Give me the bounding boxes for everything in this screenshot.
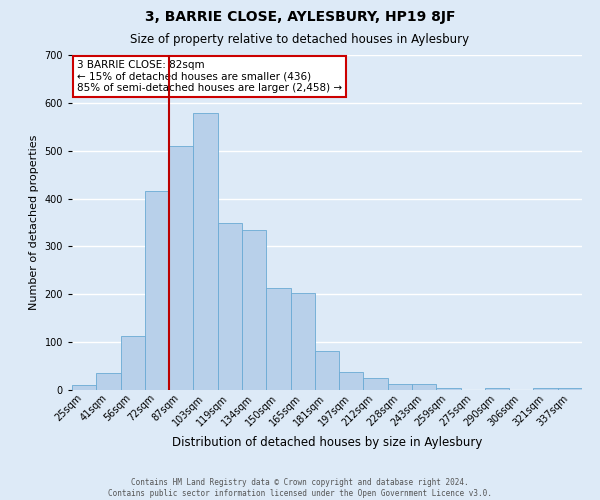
Text: 3, BARRIE CLOSE, AYLESBURY, HP19 8JF: 3, BARRIE CLOSE, AYLESBURY, HP19 8JF bbox=[145, 10, 455, 24]
Bar bbox=[242, 230, 266, 390]
Bar bbox=[436, 388, 461, 390]
Bar bbox=[339, 372, 364, 390]
Bar bbox=[218, 224, 242, 390]
Bar bbox=[485, 388, 509, 390]
Bar bbox=[290, 294, 315, 390]
Text: 3 BARRIE CLOSE: 82sqm
← 15% of detached houses are smaller (436)
85% of semi-det: 3 BARRIE CLOSE: 82sqm ← 15% of detached … bbox=[77, 60, 342, 93]
Y-axis label: Number of detached properties: Number of detached properties bbox=[29, 135, 39, 310]
Bar bbox=[145, 192, 169, 390]
Bar bbox=[193, 114, 218, 390]
Bar bbox=[412, 384, 436, 390]
Text: Size of property relative to detached houses in Aylesbury: Size of property relative to detached ho… bbox=[130, 32, 470, 46]
Bar bbox=[315, 351, 339, 390]
Bar bbox=[169, 146, 193, 390]
X-axis label: Distribution of detached houses by size in Aylesbury: Distribution of detached houses by size … bbox=[172, 436, 482, 449]
Text: Contains HM Land Registry data © Crown copyright and database right 2024.
Contai: Contains HM Land Registry data © Crown c… bbox=[108, 478, 492, 498]
Bar bbox=[558, 388, 582, 390]
Bar bbox=[364, 378, 388, 390]
Bar bbox=[533, 388, 558, 390]
Bar bbox=[388, 384, 412, 390]
Bar bbox=[72, 385, 96, 390]
Bar bbox=[121, 336, 145, 390]
Bar bbox=[96, 373, 121, 390]
Bar bbox=[266, 288, 290, 390]
